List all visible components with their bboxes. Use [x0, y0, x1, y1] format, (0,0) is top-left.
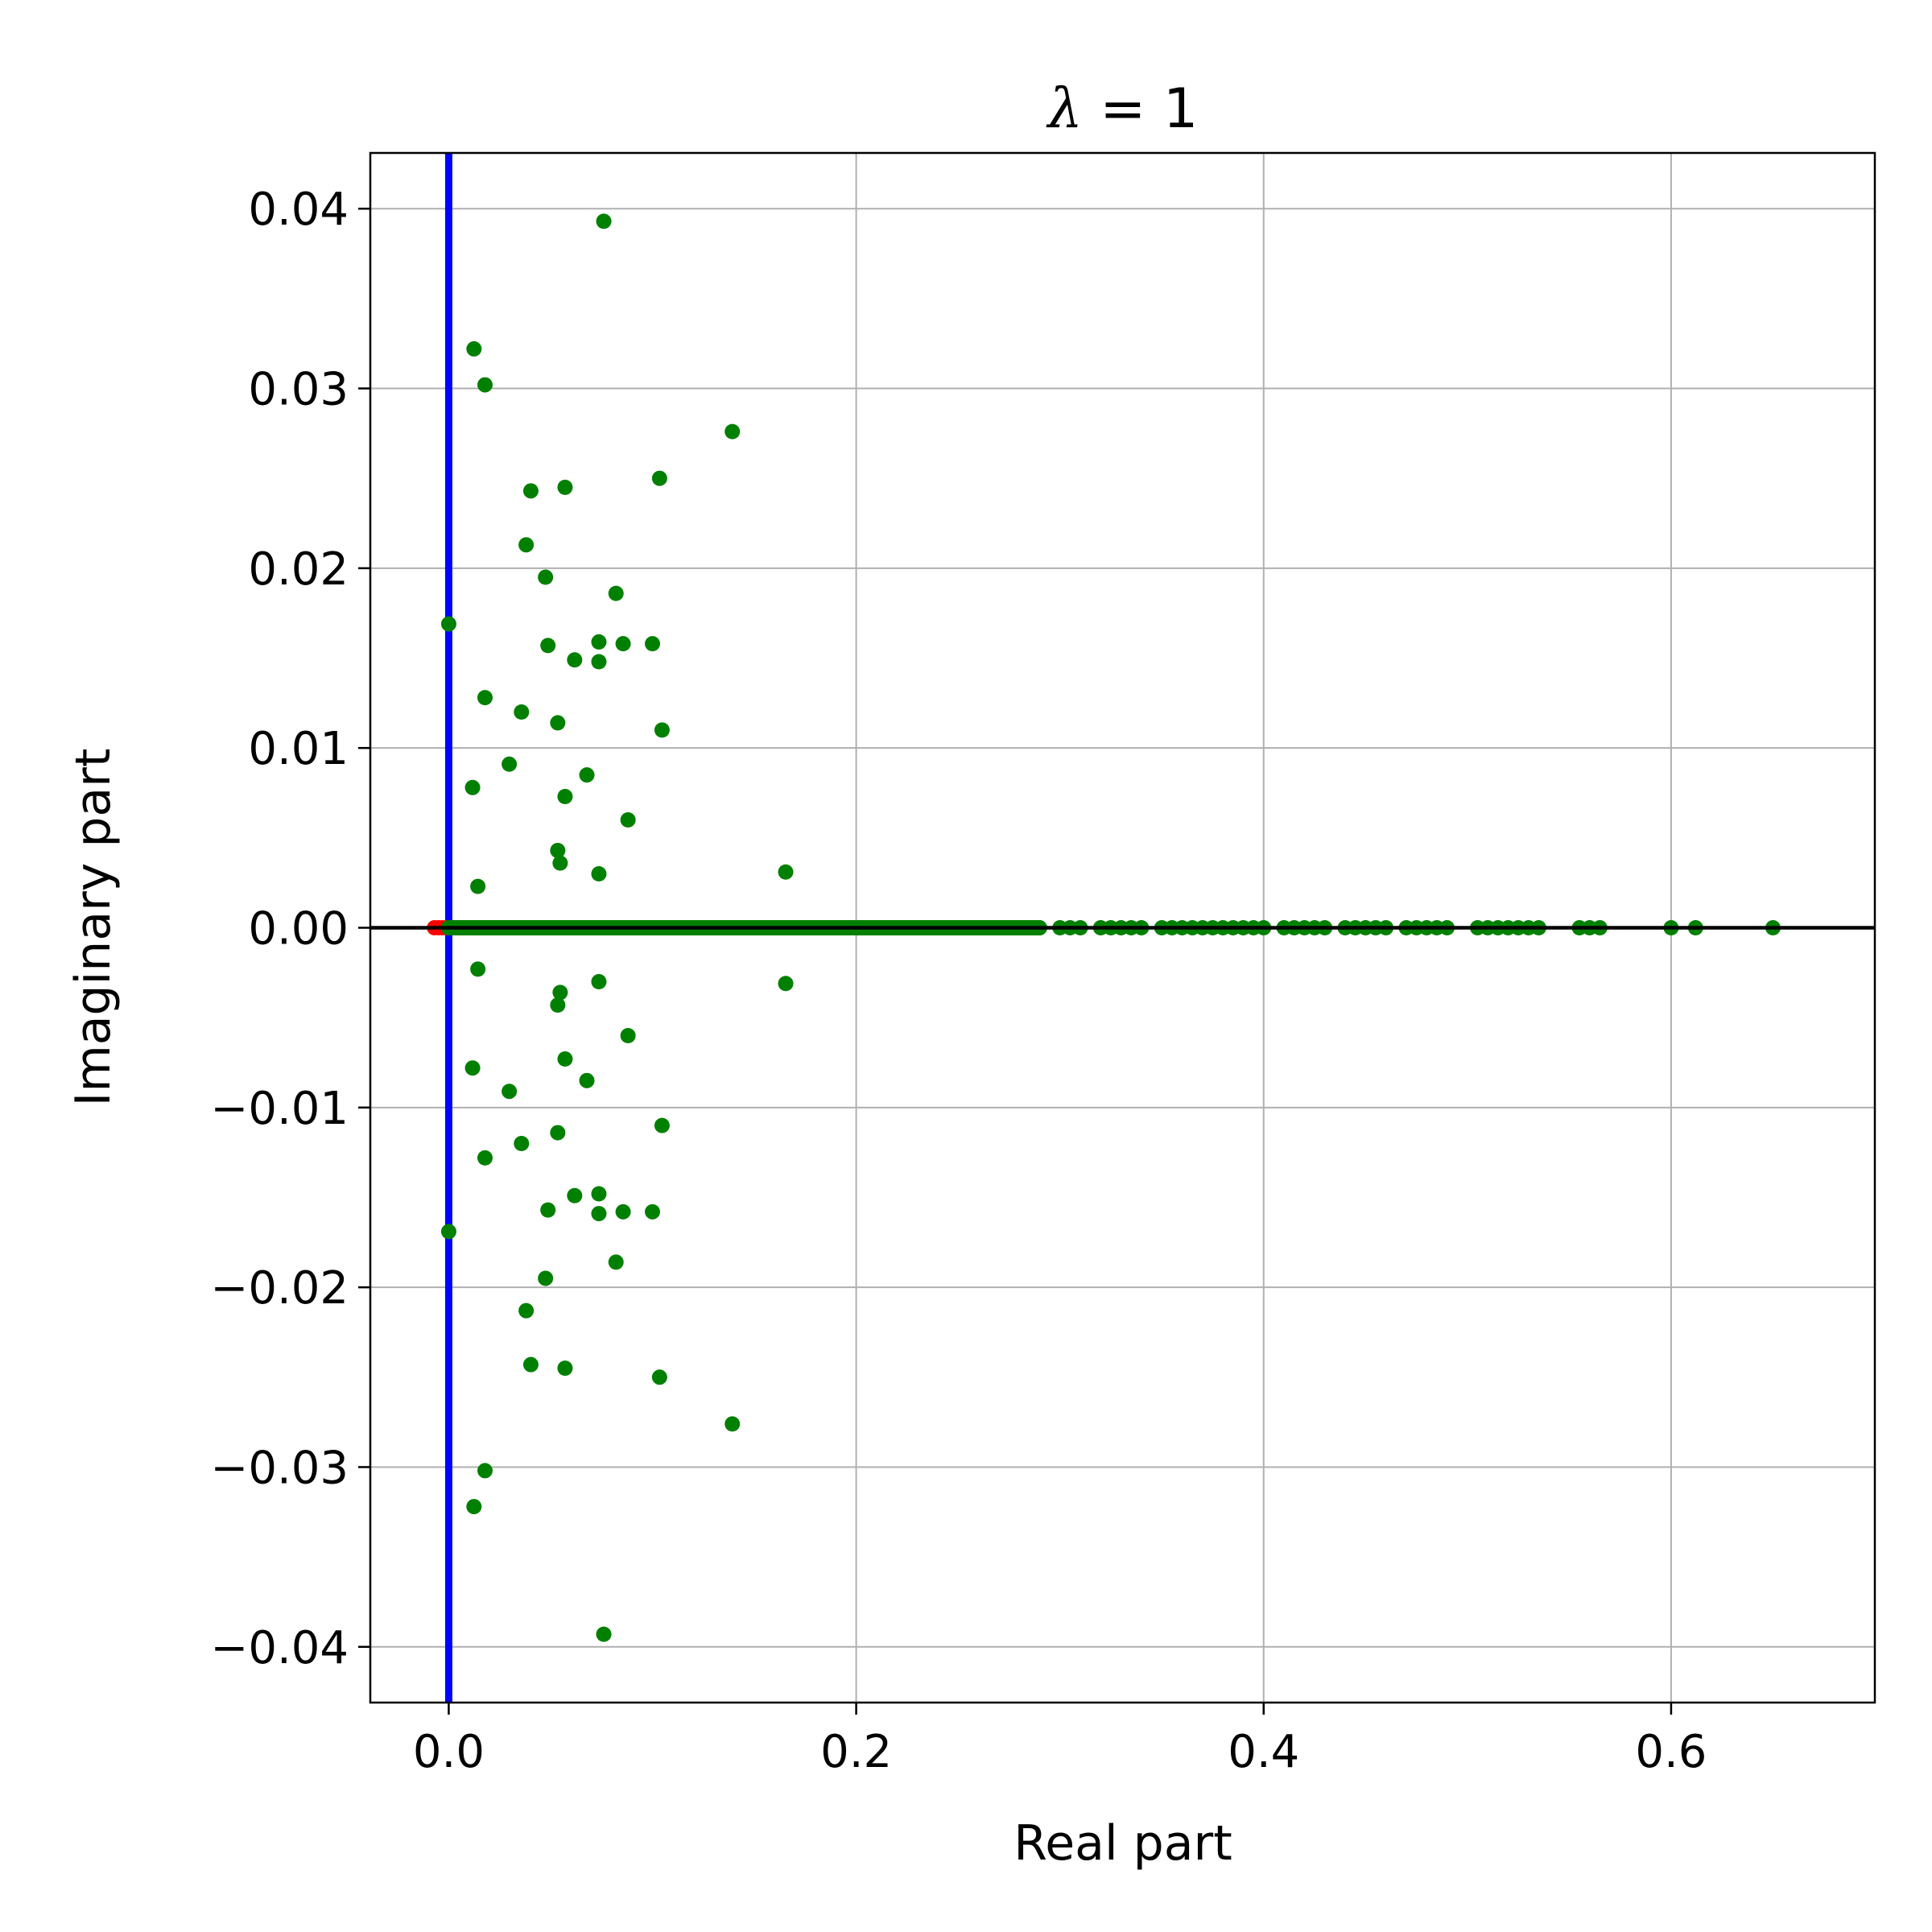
chart-title-symbol: λ [1046, 77, 1083, 141]
complex-eigenvalue-point [538, 1270, 554, 1286]
complex-eigenvalue-point [615, 1203, 631, 1220]
complex-eigenvalue-point [550, 1125, 566, 1141]
complex-eigenvalue-point [502, 1084, 518, 1100]
chart-title-value: = 1 [1083, 77, 1198, 141]
complex-eigenvalue-point [654, 722, 670, 738]
complex-eigenvalue-point [591, 634, 607, 650]
complex-eigenvalue-point [538, 569, 554, 585]
complex-eigenvalue-point [591, 866, 607, 882]
complex-eigenvalue-point [477, 1150, 493, 1166]
y-tick-label: −0.04 [210, 1622, 349, 1674]
complex-eigenvalue-point [778, 976, 794, 992]
y-tick-label: 0.04 [248, 184, 349, 236]
complex-eigenvalue-point [552, 985, 568, 1001]
chart-title: λ = 1 [1046, 77, 1199, 141]
complex-eigenvalue-point [518, 1302, 535, 1319]
complex-eigenvalue-point [522, 483, 539, 499]
complex-eigenvalue-point [477, 690, 493, 706]
complex-eigenvalue-point [502, 756, 518, 772]
complex-eigenvalue-point [645, 1203, 661, 1220]
complex-eigenvalue-point [645, 636, 661, 652]
complex-eigenvalue-point [464, 1060, 481, 1076]
complex-eigenvalue-point [724, 423, 741, 440]
complex-eigenvalue-point [591, 973, 607, 989]
complex-eigenvalue-point [550, 842, 566, 858]
complex-eigenvalue-point [591, 1206, 607, 1222]
complex-eigenvalue-point [567, 1187, 583, 1203]
y-tick-label: 0.01 [248, 723, 349, 775]
x-tick-label: 0.6 [1635, 1726, 1707, 1778]
complex-eigenvalue-point [466, 1499, 482, 1515]
y-axis-label: Imaginary part [65, 749, 122, 1107]
complex-eigenvalue-point [470, 878, 486, 894]
complex-eigenvalue-point [591, 1186, 607, 1202]
complex-eigenvalue-point [540, 638, 556, 654]
complex-eigenvalue-point [579, 767, 595, 783]
complex-eigenvalue-point [615, 636, 631, 652]
complex-eigenvalue-point [477, 1463, 493, 1479]
x-tick-label: 0.2 [820, 1726, 892, 1778]
complex-eigenvalue-point [518, 537, 535, 553]
complex-eigenvalue-point [654, 1117, 670, 1133]
y-tick-label: 0.03 [248, 364, 349, 416]
x-tick-label: 0.4 [1228, 1726, 1299, 1778]
y-tick-label: −0.03 [210, 1442, 349, 1494]
data-points [370, 213, 1875, 1642]
x-axis-label: Real part [1013, 1815, 1232, 1872]
complex-eigenvalue-point [596, 213, 612, 229]
complex-eigenvalue-point [620, 812, 636, 828]
complex-eigenvalue-point [557, 1051, 573, 1067]
complex-eigenvalue-point [477, 377, 493, 393]
complex-eigenvalue-point [557, 479, 573, 495]
complex-eigenvalue-point [608, 585, 624, 601]
complex-eigenvalue-point [778, 864, 794, 880]
complex-eigenvalue-point [514, 704, 530, 720]
complex-eigenvalue-point [591, 654, 607, 670]
complex-eigenvalue-point [567, 652, 583, 668]
y-tick-label: 0.02 [248, 543, 349, 596]
complex-eigenvalue-point [557, 788, 573, 804]
complex-eigenvalue-point [464, 779, 481, 795]
complex-eigenvalue-point [440, 1224, 456, 1240]
complex-eigenvalue-point [724, 1416, 741, 1432]
complex-eigenvalue-point [596, 1626, 612, 1642]
y-tick-label: −0.02 [210, 1262, 349, 1315]
complex-eigenvalue-point [579, 1072, 595, 1088]
complex-eigenvalue-point [651, 1369, 667, 1385]
complex-eigenvalue-point [470, 961, 486, 977]
complex-eigenvalue-point [466, 341, 482, 357]
y-tick-label: −0.01 [210, 1083, 349, 1135]
complex-eigenvalue-point [440, 616, 456, 632]
complex-eigenvalue-point [620, 1027, 636, 1043]
complex-eigenvalue-point [550, 997, 566, 1013]
x-tick-label: 0.0 [413, 1726, 485, 1778]
complex-eigenvalue-point [608, 1254, 624, 1270]
complex-eigenvalue-point [514, 1135, 530, 1151]
complex-eigenvalue-point [552, 855, 568, 871]
y-tick-label: 0.00 [248, 903, 349, 956]
complex-eigenvalue-point [651, 470, 667, 486]
complex-eigenvalue-point [550, 715, 566, 731]
complex-eigenvalue-point [540, 1202, 556, 1218]
complex-eigenvalue-point [557, 1360, 573, 1377]
complex-eigenvalue-point [522, 1356, 539, 1373]
axis-ticks: 0.0 0.2 0.4 0.6 0.04 0.03 0.02 0.01 0.00 −0.01 −0.… [210, 184, 1707, 1778]
